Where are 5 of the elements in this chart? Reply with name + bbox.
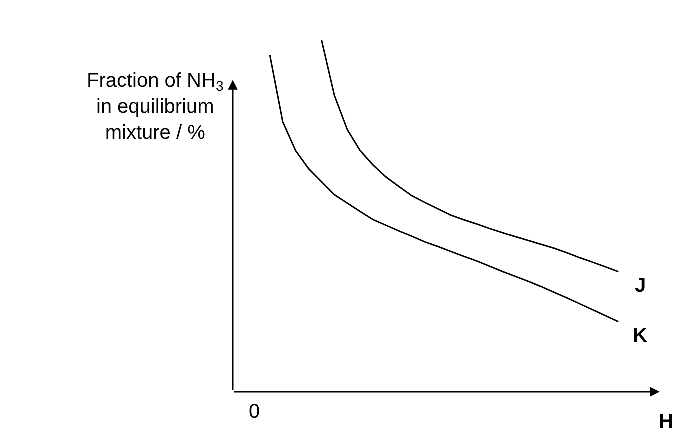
series-label: J: [635, 275, 646, 297]
x-axis-title: H: [659, 411, 674, 433]
series-label: K: [633, 325, 648, 347]
y-axis-title: Fraction of NH$_{3}$ in equilibrium mixture / %: [87, 70, 224, 144]
text: 0: [249, 401, 260, 423]
